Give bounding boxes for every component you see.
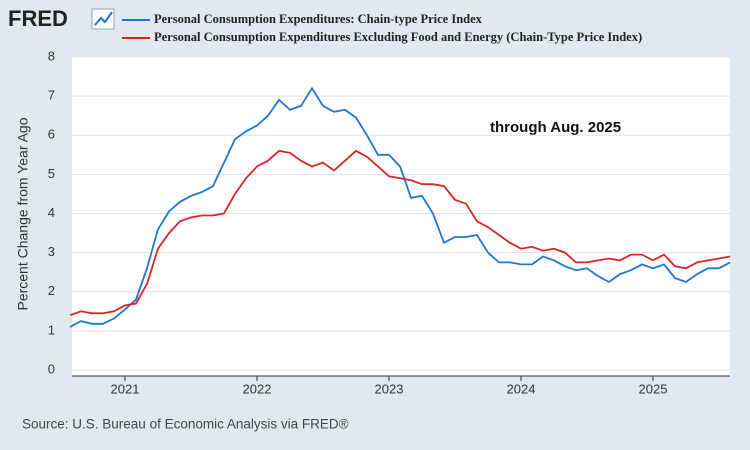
x-tick-label: 2022 [243, 381, 272, 396]
source: Source: U.S. Bureau of Economic Analysis… [22, 417, 349, 432]
y-tick-label: 6 [48, 127, 55, 142]
y-tick-label: 0 [48, 361, 55, 376]
y-tick-label: 7 [48, 88, 55, 103]
series-line [69, 149, 731, 317]
y-tick-label: 5 [48, 166, 55, 181]
legend-label: Personal Consumption Expenditures Exclud… [154, 30, 642, 44]
y-tick-label: 2 [48, 283, 55, 298]
annotation: through Aug. 2025 [490, 119, 621, 136]
logo-icon [91, 8, 115, 30]
y-tick-label: 1 [48, 322, 55, 337]
plot-area [72, 57, 730, 376]
y-tick-label: 8 [48, 48, 55, 63]
x-tick-label: 2021 [111, 381, 140, 396]
x-tick-label: 2025 [639, 381, 668, 396]
x-tick-label: 2024 [507, 381, 536, 396]
logo: FRED [8, 6, 68, 31]
legend-label: Personal Consumption Expenditures: Chain… [154, 12, 483, 26]
y-axis-label: Percent Change from Year Ago [15, 117, 31, 310]
y-tick-label: 3 [48, 244, 55, 259]
x-tick-label: 2023 [375, 381, 404, 396]
series-line [69, 86, 731, 328]
y-tick-label: 4 [48, 205, 55, 220]
